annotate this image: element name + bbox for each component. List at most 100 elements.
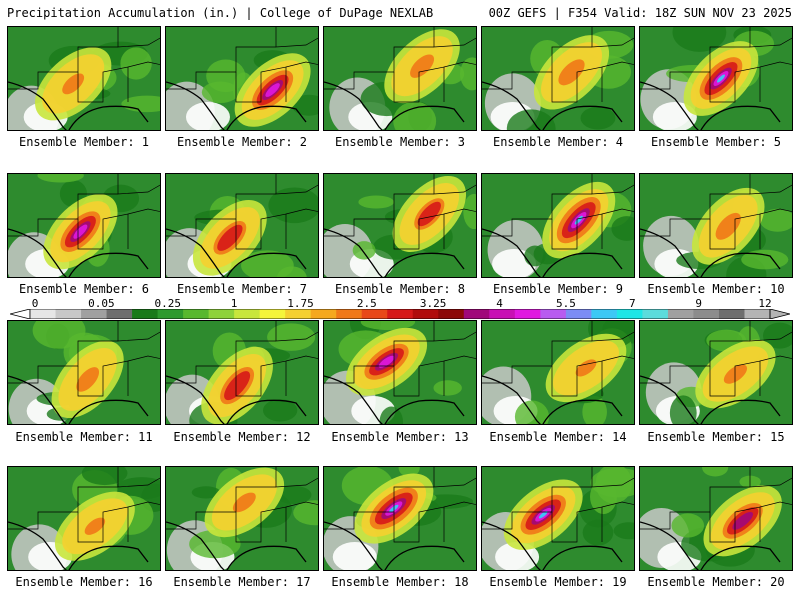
precip-map bbox=[640, 467, 792, 570]
scale-swatch bbox=[591, 309, 618, 319]
scale-tick-label: 0.25 bbox=[154, 297, 181, 310]
scale-swatch bbox=[616, 309, 643, 319]
precip-map bbox=[482, 321, 634, 424]
scale-swatch bbox=[361, 309, 388, 319]
ensemble-member-map bbox=[7, 26, 161, 131]
member-label: Ensemble Member: 3 bbox=[334, 135, 466, 149]
ensemble-member-map bbox=[323, 320, 477, 425]
precip-map bbox=[482, 467, 634, 570]
precip-map bbox=[482, 27, 634, 130]
scale-swatch bbox=[81, 309, 108, 319]
member-label: Ensemble Member: 19 bbox=[489, 575, 627, 589]
precip-map bbox=[8, 467, 160, 570]
scale-swatch bbox=[438, 309, 465, 319]
scale-swatch bbox=[387, 309, 414, 319]
scale-swatch bbox=[744, 309, 771, 319]
scale-swatch bbox=[336, 309, 363, 319]
scale-swatch bbox=[30, 309, 57, 319]
member-label: Ensemble Member: 12 bbox=[173, 430, 311, 444]
chart-title: Precipitation Accumulation (in.) | Colle… bbox=[7, 6, 434, 20]
precip-map bbox=[166, 174, 318, 277]
member-label: Ensemble Member: 18 bbox=[331, 575, 469, 589]
ensemble-member-map bbox=[639, 466, 793, 571]
member-label: Ensemble Member: 7 bbox=[176, 282, 308, 296]
scale-tick-label: 0 bbox=[31, 297, 39, 310]
scale-swatch bbox=[55, 309, 82, 319]
member-label: Ensemble Member: 17 bbox=[173, 575, 311, 589]
scale-swatch bbox=[259, 309, 286, 319]
scale-tick-label: 7 bbox=[628, 297, 636, 310]
precip-map bbox=[324, 27, 476, 130]
scale-swatch bbox=[132, 309, 159, 319]
member-label: Ensemble Member: 14 bbox=[489, 430, 627, 444]
member-label: Ensemble Member: 2 bbox=[176, 135, 308, 149]
scale-swatch bbox=[565, 309, 592, 319]
member-label: Ensemble Member: 4 bbox=[492, 135, 624, 149]
scale-arrow-right bbox=[769, 309, 790, 319]
member-label: Ensemble Member: 13 bbox=[331, 430, 469, 444]
scale-swatch bbox=[208, 309, 235, 319]
scale-tick-label: 3.25 bbox=[419, 297, 447, 310]
precip-map bbox=[640, 27, 792, 130]
member-label: Ensemble Member: 9 bbox=[492, 282, 624, 296]
scale-swatch bbox=[412, 309, 439, 319]
member-label: Ensemble Member: 5 bbox=[650, 135, 782, 149]
scale-swatch bbox=[106, 309, 133, 319]
scale-swatch bbox=[540, 309, 567, 319]
ensemble-member-map bbox=[165, 26, 319, 131]
ensemble-member-map bbox=[165, 320, 319, 425]
ensemble-member-map bbox=[639, 320, 793, 425]
ensemble-member-map bbox=[481, 26, 635, 131]
ensemble-member-map bbox=[323, 173, 477, 278]
scale-swatch bbox=[234, 309, 261, 319]
ensemble-member-map bbox=[7, 320, 161, 425]
scale-swatch bbox=[718, 309, 745, 319]
scale-swatch bbox=[157, 309, 184, 319]
scale-tick-label: 1.75 bbox=[287, 297, 314, 310]
member-label: Ensemble Member: 1 bbox=[18, 135, 150, 149]
scale-tick-label: 12 bbox=[758, 297, 772, 310]
precip-map bbox=[324, 321, 476, 424]
scale-tick-label: 9 bbox=[695, 297, 702, 310]
scale-bar bbox=[10, 309, 790, 319]
scale-tick-label: 2.5 bbox=[356, 297, 377, 310]
scale-swatch bbox=[489, 309, 516, 319]
color-scale: 0 0.05 0.25 1 1.75 2.5 3.25 4 5.5 7 9 12 bbox=[10, 295, 790, 325]
member-label: Ensemble Member: 11 bbox=[15, 430, 153, 444]
scale-swatch bbox=[693, 309, 720, 319]
scale-swatch bbox=[514, 309, 541, 319]
precip-map bbox=[640, 174, 792, 277]
valid-time: 00Z GEFS | F354 Valid: 18Z SUN NOV 23 20… bbox=[488, 6, 792, 20]
ensemble-member-map bbox=[481, 173, 635, 278]
member-label: Ensemble Member: 20 bbox=[647, 575, 785, 589]
scale-swatch bbox=[285, 309, 312, 319]
ensemble-member-map bbox=[639, 173, 793, 278]
ensemble-member-map bbox=[639, 26, 793, 131]
member-label: Ensemble Member: 6 bbox=[18, 282, 150, 296]
precip-map bbox=[640, 321, 792, 424]
precip-map bbox=[8, 27, 160, 130]
scale-tick-label: 5.5 bbox=[555, 297, 576, 310]
member-label: Ensemble Member: 8 bbox=[334, 282, 466, 296]
ensemble-member-map bbox=[481, 466, 635, 571]
member-label: Ensemble Member: 15 bbox=[647, 430, 785, 444]
ensemble-member-map bbox=[323, 26, 477, 131]
precip-map bbox=[166, 321, 318, 424]
scale-swatch bbox=[667, 309, 694, 319]
ensemble-member-map bbox=[481, 320, 635, 425]
ensemble-member-map bbox=[165, 466, 319, 571]
ensemble-member-map bbox=[7, 173, 161, 278]
precip-map bbox=[482, 174, 634, 277]
scale-swatch bbox=[183, 309, 210, 319]
precip-map bbox=[324, 174, 476, 277]
scale-swatch bbox=[310, 309, 337, 319]
precip-map bbox=[166, 27, 318, 130]
precip-map bbox=[324, 467, 476, 570]
ensemble-member-map bbox=[323, 466, 477, 571]
precip-map bbox=[8, 321, 160, 424]
member-label: Ensemble Member: 10 bbox=[647, 282, 785, 296]
precip-map bbox=[8, 174, 160, 277]
scale-arrow-left bbox=[10, 309, 31, 319]
member-label: Ensemble Member: 16 bbox=[15, 575, 153, 589]
scale-tick-label: 1 bbox=[230, 297, 238, 310]
